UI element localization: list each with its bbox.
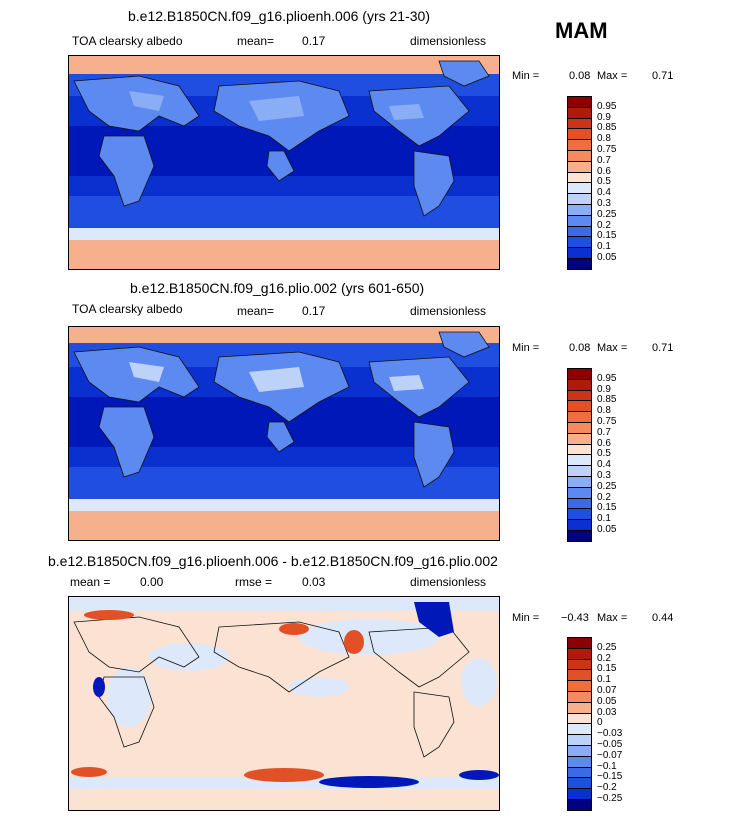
- panel-3-mean-value: 0.00: [140, 575, 164, 589]
- panel-3-mean-label: mean =: [70, 575, 111, 589]
- colorbar-tick-label: 0.95: [597, 372, 617, 384]
- panel-2-min-value: 0.08: [569, 342, 591, 354]
- colorbar-tick-label: 0.5: [597, 448, 611, 460]
- panel-2-mean-label: mean=: [237, 304, 275, 318]
- colorbar-tick-label: −0.1: [597, 760, 617, 772]
- colorbar-tick-label: 0.85: [597, 394, 617, 406]
- colorbar-tick-label: 0.05: [597, 252, 617, 263]
- panel-3-max-value: 0.44: [652, 612, 674, 624]
- colorbar-tick-label: −0.05: [597, 739, 623, 750]
- panel-2-max-label: Max =: [597, 342, 628, 354]
- panel-1-mean-value: 0.17: [302, 34, 326, 48]
- colorbar-tick-label: −0.15: [597, 771, 623, 783]
- colorbar-tick-label: 0.7: [597, 426, 611, 438]
- colorbar-tick-label: 0.25: [597, 641, 617, 653]
- colorbar-tick-label: 0.07: [597, 685, 617, 696]
- colorbar-tick-label: 0.15: [597, 663, 617, 675]
- colorbar-tick-label: 0.3: [597, 470, 611, 481]
- panel-3-min-label: Min =: [512, 612, 540, 624]
- colorbar-tick-label: 0.2: [597, 652, 611, 664]
- panel-2-units-label: dimensionless: [410, 304, 487, 318]
- colorbar-tick-label: 0.8: [597, 405, 611, 417]
- panel-1-min-label: Min =: [512, 70, 540, 82]
- colorbar-tick-label: 0.6: [597, 437, 611, 449]
- colorbar-tick-label: 0.9: [597, 111, 611, 123]
- panel-2-min-label: Min =: [512, 342, 540, 354]
- colorbar-tick-label: 0.5: [597, 176, 611, 188]
- panel-2-variable-label: TOA clearsky albedo: [72, 302, 183, 316]
- colorbar-tick-label: 0.15: [597, 230, 617, 242]
- panel-2-map-svg: [69, 327, 499, 540]
- panel-2-map: [68, 326, 500, 541]
- colorbar-tick-label: 0.1: [597, 674, 611, 686]
- colorbar-tick-label: 0.75: [597, 144, 617, 155]
- colorbar-tick-label: 0.15: [597, 502, 617, 514]
- colorbar-swatch: [567, 258, 592, 270]
- panel-2-title: b.e12.B1850CN.f09_g16.plio.002 (yrs 601-…: [130, 280, 425, 296]
- colorbar-tick-label: 0.4: [597, 187, 611, 199]
- colorbar-swatch: [567, 799, 592, 811]
- colorbar-swatch: [567, 530, 592, 542]
- panel-1-units-label: dimensionless: [410, 34, 487, 48]
- colorbar-tick-label: 0.7: [597, 154, 611, 166]
- colorbar-tick-label: 0.3: [597, 198, 611, 209]
- colorbar-tick-label: 0.2: [597, 219, 611, 231]
- colorbar-tick-label: 0.6: [597, 165, 611, 177]
- panel-1-max-label: Max =: [597, 70, 628, 82]
- panel-2-max-value: 0.71: [652, 342, 674, 354]
- panel-3-min-value: −0.43: [561, 612, 589, 624]
- panel-3-units-label: dimensionless: [410, 575, 487, 589]
- colorbar-tick-label: −0.25: [597, 793, 623, 804]
- colorbar-tick-label: 0.9: [597, 383, 611, 395]
- colorbar-tick-label: 0.03: [597, 706, 617, 718]
- season-label: MAM: [555, 18, 608, 43]
- colorbar-tick-label: 0.1: [597, 241, 611, 253]
- panel-3-map-svg: [69, 597, 499, 810]
- panel-3-title: b.e12.B1850CN.f09_g16.plioenh.006 - b.e1…: [48, 553, 498, 569]
- colorbar-tick-label: 0.95: [597, 100, 617, 112]
- panel-1-max-value: 0.71: [652, 70, 674, 82]
- colorbar-tick-label: 0.05: [597, 695, 617, 707]
- colorbar-tick-label: −0.07: [597, 749, 623, 761]
- colorbar-tick-label: 0.8: [597, 133, 611, 145]
- panel-3-map: [68, 596, 500, 811]
- panel-1-mean-label: mean=: [237, 34, 275, 48]
- colorbar-tick-label: 0.75: [597, 416, 617, 427]
- panel-3-rmse-label: rmse =: [235, 575, 273, 589]
- panel-1-map-svg: [69, 56, 499, 269]
- panel-1-variable-label: TOA clearsky albedo: [72, 34, 183, 48]
- colorbar-tick-label: 0.1: [597, 513, 611, 525]
- colorbar-tick-label: 0.2: [597, 491, 611, 503]
- panel-1-min-value: 0.08: [569, 70, 591, 82]
- panel-1-map: [68, 55, 500, 270]
- panel-2-mean-value: 0.17: [302, 304, 326, 318]
- colorbar-tick-label: −0.2: [597, 782, 617, 794]
- panel-3-max-label: Max =: [597, 612, 628, 624]
- panel-3-rmse-value: 0.03: [302, 575, 326, 589]
- panel-1-title: b.e12.B1850CN.f09_g16.plioenh.006 (yrs 2…: [128, 8, 430, 24]
- colorbar-tick-label: 0.25: [597, 480, 617, 492]
- colorbar-tick-label: 0.4: [597, 459, 611, 471]
- colorbar-tick-label: 0.25: [597, 208, 617, 220]
- colorbar-tick-label: 0.85: [597, 122, 617, 134]
- colorbar-tick-label: −0.03: [597, 728, 623, 740]
- colorbar-tick-label: 0.05: [597, 524, 617, 535]
- colorbar-tick-label: 0: [597, 717, 603, 729]
